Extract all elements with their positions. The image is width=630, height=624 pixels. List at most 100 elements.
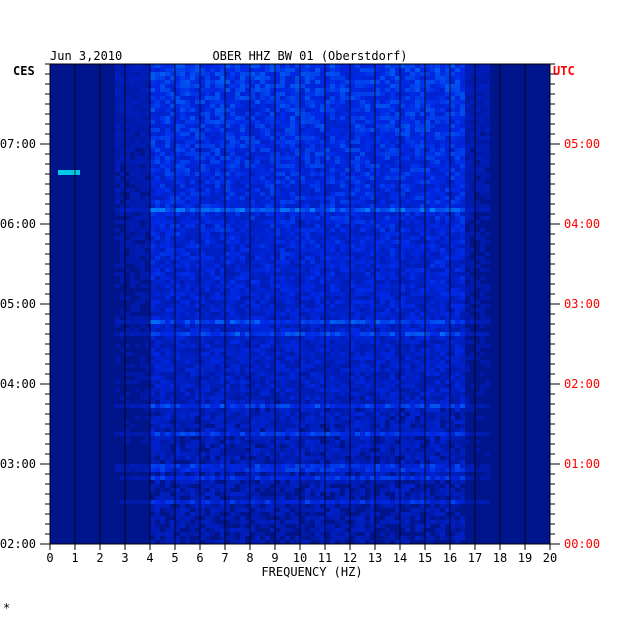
heatmap-cell xyxy=(280,140,285,144)
heatmap-cell xyxy=(130,144,135,148)
heatmap-cell xyxy=(275,188,280,192)
heatmap-cell xyxy=(375,208,380,212)
heatmap-cell xyxy=(230,152,235,156)
heatmap-cell xyxy=(300,72,305,76)
heatmap-cell xyxy=(195,244,200,248)
heatmap-cell xyxy=(125,240,130,244)
heatmap-cell xyxy=(195,268,200,272)
heatmap-cell xyxy=(230,300,235,304)
heatmap-cell xyxy=(125,136,130,140)
heatmap-cell xyxy=(115,228,120,232)
heatmap-cell xyxy=(400,320,405,324)
heatmap-cell xyxy=(470,188,475,192)
heatmap-cell xyxy=(120,220,125,224)
heatmap-cell xyxy=(160,292,165,296)
heatmap-cell xyxy=(410,276,415,280)
heatmap-cell xyxy=(290,300,295,304)
heatmap-cell xyxy=(160,204,165,208)
heatmap-cell xyxy=(250,68,255,72)
heatmap-cell xyxy=(390,236,395,240)
heatmap-cell xyxy=(175,144,180,148)
heatmap-cell xyxy=(175,256,180,260)
heatmap-cell xyxy=(455,320,460,324)
heatmap-cell xyxy=(445,92,450,96)
heatmap-cell xyxy=(365,260,370,264)
heatmap-cell xyxy=(415,108,420,112)
heatmap-cell xyxy=(180,280,185,284)
heatmap-cell xyxy=(300,120,305,124)
heatmap-cell xyxy=(160,152,165,156)
heatmap-cell xyxy=(270,264,275,268)
heatmap-cell xyxy=(435,280,440,284)
heatmap-cell xyxy=(375,96,380,100)
heatmap-cell xyxy=(360,136,365,140)
heatmap-cell xyxy=(150,232,155,236)
heatmap-cell xyxy=(205,312,210,316)
heatmap-cell xyxy=(390,136,395,140)
heatmap-cell xyxy=(335,132,340,136)
heatmap-cell xyxy=(440,296,445,300)
heatmap-cell xyxy=(370,248,375,252)
heatmap-cell xyxy=(195,132,200,136)
heatmap-cell xyxy=(400,216,405,220)
heatmap-cell xyxy=(150,220,155,224)
heatmap-cell xyxy=(180,284,185,288)
heatmap-cell xyxy=(300,148,305,152)
heatmap-cell xyxy=(320,136,325,140)
heatmap-cell xyxy=(170,324,175,328)
heatmap-cell xyxy=(425,284,430,288)
heatmap-cell xyxy=(130,192,135,196)
heatmap-cell xyxy=(240,184,245,188)
heatmap-cell xyxy=(245,76,250,80)
heatmap-cell xyxy=(295,180,300,184)
heatmap-cell xyxy=(315,104,320,108)
heatmap-cell xyxy=(300,332,305,336)
heatmap-cell xyxy=(300,196,305,200)
heatmap-cell xyxy=(280,192,285,196)
heatmap-cell xyxy=(320,252,325,256)
heatmap-cell xyxy=(325,276,330,280)
heatmap-cell xyxy=(240,332,245,336)
heatmap-cell xyxy=(365,252,370,256)
heatmap-cell xyxy=(465,328,470,332)
heatmap-cell xyxy=(450,248,455,252)
heatmap-cell xyxy=(315,128,320,132)
heatmap-cell xyxy=(340,220,345,224)
heatmap-cell xyxy=(475,92,480,96)
heatmap-cell xyxy=(340,128,345,132)
heatmap-cell xyxy=(470,140,475,144)
heatmap-cell xyxy=(340,268,345,272)
heatmap-cell xyxy=(170,272,175,276)
heatmap-cell xyxy=(285,176,290,180)
heatmap-cell xyxy=(265,204,270,208)
heatmap-cell xyxy=(245,248,250,252)
heatmap-cell xyxy=(280,120,285,124)
heatmap-cell xyxy=(405,136,410,140)
heatmap-cell xyxy=(485,216,490,220)
heatmap-cell xyxy=(385,228,390,232)
heatmap-cell xyxy=(245,212,250,216)
heatmap-cell xyxy=(375,232,380,236)
heatmap-cell xyxy=(220,224,225,228)
heatmap-cell xyxy=(460,108,465,112)
heatmap-cell xyxy=(485,320,490,324)
heatmap-cell xyxy=(335,208,340,212)
heatmap-cell xyxy=(450,132,455,136)
heatmap-cell xyxy=(345,132,350,136)
heatmap-cell xyxy=(240,200,245,204)
heatmap-cell xyxy=(305,188,310,192)
heatmap-cell xyxy=(480,296,485,300)
heatmap-cell xyxy=(345,128,350,132)
heatmap-cell xyxy=(415,248,420,252)
heatmap-cell xyxy=(345,208,350,212)
heatmap-cell xyxy=(270,304,275,308)
heatmap-cell xyxy=(285,64,290,68)
heatmap-cell xyxy=(130,280,135,284)
heatmap-cell xyxy=(350,280,355,284)
heatmap-cell xyxy=(305,72,310,76)
heatmap-cell xyxy=(230,256,235,260)
heatmap-cell xyxy=(125,160,130,164)
heatmap-cell xyxy=(385,144,390,148)
heatmap-cell xyxy=(270,248,275,252)
heatmap-cell xyxy=(160,256,165,260)
